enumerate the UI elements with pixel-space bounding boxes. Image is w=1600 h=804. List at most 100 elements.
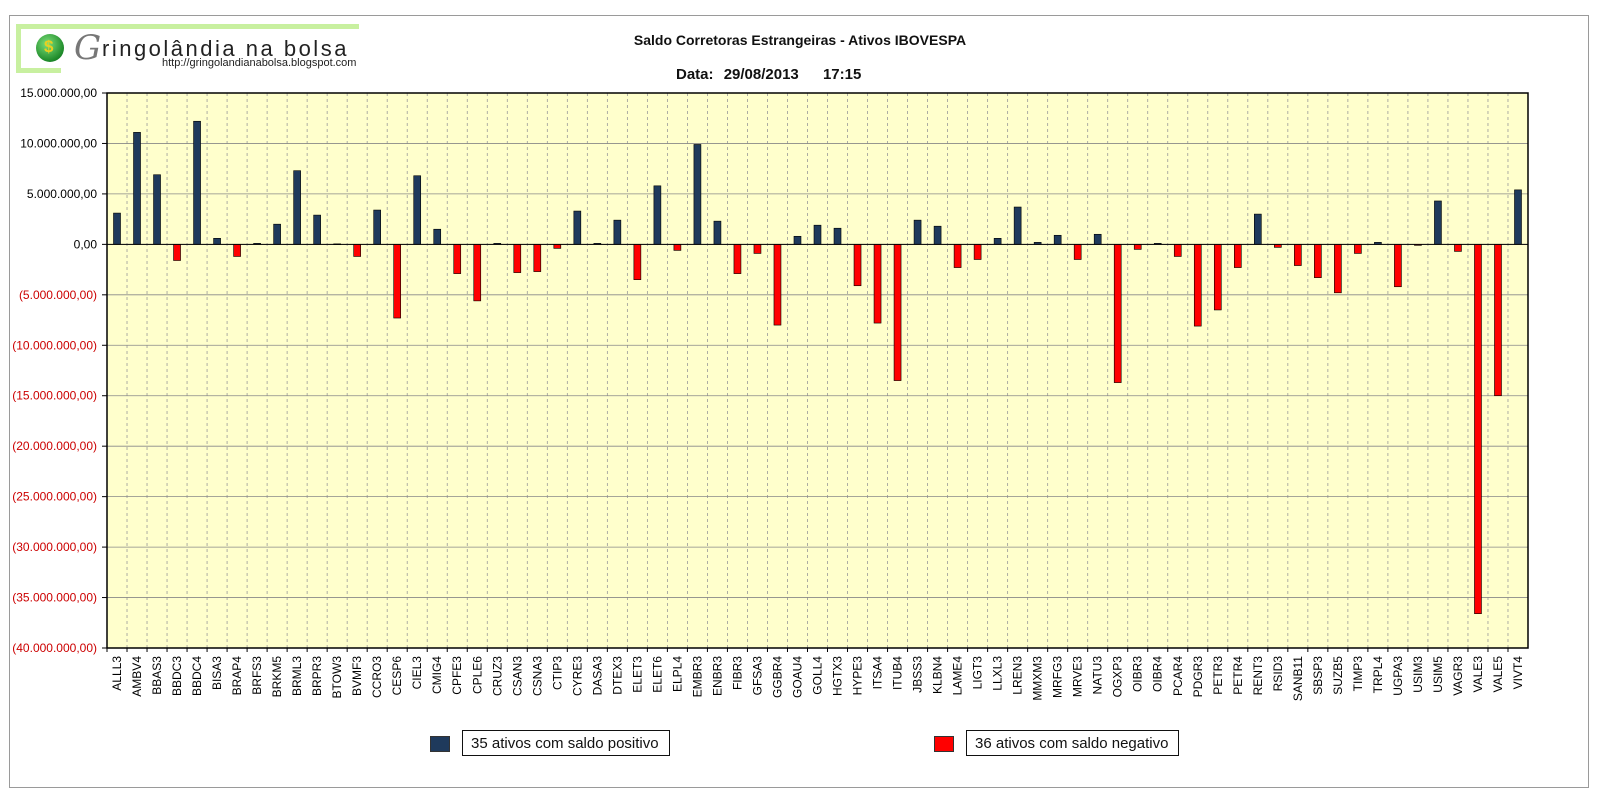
x-tick-label: GGBR4 — [770, 656, 784, 698]
bar-timp3 — [1354, 244, 1362, 254]
y-tick-label: (35.000.000,00) — [12, 591, 97, 605]
bar-itub4 — [893, 244, 902, 381]
x-tick-label: PETR4 — [1231, 656, 1245, 695]
bar-brap4 — [233, 244, 241, 257]
x-tick-label: PDGR3 — [1191, 656, 1205, 698]
legend-negative-swatch — [934, 736, 954, 752]
x-tick-label: BVMF3 — [350, 656, 364, 696]
chart-title: Saldo Corretoras Estrangeiras - Ativos I… — [633, 32, 967, 48]
bar-mrve3 — [1073, 244, 1082, 260]
y-tick-label: (15.000.000,00) — [12, 389, 97, 403]
bar-cmig4 — [433, 228, 442, 245]
bar-ambv4 — [133, 132, 141, 245]
bar-suzb5 — [1334, 244, 1342, 294]
logo-initial: G — [74, 28, 102, 68]
bar-usim5 — [1434, 200, 1442, 245]
bar-ccro3 — [373, 209, 381, 245]
x-tick-label: CSAN3 — [510, 656, 524, 696]
bar-llxl3 — [993, 238, 1002, 245]
bar-cple6 — [473, 244, 482, 302]
legend-positive-swatch — [430, 736, 450, 752]
date-label: Data: — [676, 66, 714, 83]
x-tick-label: LREN3 — [1011, 656, 1025, 695]
x-tick-label: NATU3 — [1091, 656, 1105, 695]
y-tick-label: (5.000.000,00) — [19, 288, 97, 302]
bar-bbdc3 — [173, 244, 181, 261]
bar-hype3 — [853, 244, 862, 287]
x-tick-label: PCAR4 — [1171, 656, 1185, 696]
bar-gfsa3 — [753, 244, 762, 254]
x-tick-label: VIVT4 — [1511, 656, 1525, 690]
bar-elet6 — [653, 185, 662, 245]
bar-cpfe3 — [453, 244, 462, 274]
bar-enbr3 — [713, 220, 722, 245]
bar-itsa4 — [873, 244, 882, 324]
x-tick-label: GOAU4 — [790, 656, 804, 698]
x-tick-label: ITUB4 — [891, 656, 905, 690]
x-tick-label: BBDC4 — [190, 656, 204, 696]
y-tick-label: (20.000.000,00) — [12, 439, 97, 453]
x-tick-label: KLBN4 — [931, 656, 945, 694]
plot-border — [106, 92, 1529, 649]
x-tick-label: BISA3 — [210, 656, 224, 690]
x-tick-label: RSID3 — [1271, 656, 1285, 692]
bar-dtex3 — [613, 219, 622, 245]
x-tick-label: ELET6 — [650, 656, 664, 693]
x-tick-label: MMXM3 — [1031, 656, 1045, 701]
bar-fibr3 — [733, 244, 742, 274]
x-tick-label: ITSA4 — [871, 656, 885, 690]
legend-positive-label: 35 ativos com saldo positivo — [462, 730, 670, 756]
x-tick-label: MRVE3 — [1071, 656, 1085, 697]
x-tick-label: USIM3 — [1411, 656, 1425, 693]
x-tick-label: CYRE3 — [570, 656, 584, 696]
bar-pdgr3 — [1193, 244, 1202, 327]
x-tick-label: CPFE3 — [450, 656, 464, 695]
x-tick-label: MRFG3 — [1051, 656, 1065, 698]
bar-pcar4 — [1173, 244, 1182, 257]
x-tick-label: EMBR3 — [690, 656, 704, 698]
plot-area — [107, 93, 1528, 648]
bar-alll3 — [113, 212, 121, 245]
logo-bar-bottom — [16, 68, 61, 73]
bar-ggbr4 — [773, 244, 782, 326]
bar-cesp6 — [393, 244, 402, 319]
x-tick-label: TIMP3 — [1351, 656, 1365, 692]
x-tick-label: RENT3 — [1251, 656, 1265, 696]
x-tick-label: CTIP3 — [550, 656, 564, 690]
bar-ligt3 — [973, 244, 982, 260]
bar-petr4 — [1233, 244, 1242, 268]
x-tick-label: ELET3 — [630, 656, 644, 693]
x-tick-label: DASA3 — [590, 656, 604, 696]
x-tick-label: CSNA3 — [530, 656, 544, 696]
bar-jbss3 — [913, 219, 922, 245]
bar-elet3 — [633, 244, 642, 280]
x-tick-label: BBAS3 — [150, 656, 164, 695]
x-tick-label: OGXP3 — [1111, 656, 1125, 698]
x-tick-label: CIEL3 — [410, 656, 424, 690]
bar-sanb11 — [1294, 244, 1302, 266]
bar-rent3 — [1254, 213, 1262, 245]
logo-url[interactable]: http://gringolandianabolsa.blogspot.com — [162, 57, 357, 69]
bar-vale5 — [1494, 244, 1502, 397]
x-tick-label: ENBR3 — [710, 656, 724, 696]
bar-elpl4 — [673, 244, 682, 251]
bar-bisa3 — [213, 238, 221, 245]
y-tick-label: (40.000.000,00) — [12, 641, 97, 655]
bar-vale3 — [1474, 244, 1482, 614]
bar-ciel3 — [413, 175, 422, 245]
x-tick-label: OIBR3 — [1131, 656, 1145, 692]
date-value: 29/08/2013 — [723, 66, 799, 83]
x-tick-label: CPLE6 — [470, 656, 484, 694]
logo[interactable]: $ G ringolândia na bolsa http://gringola… — [16, 24, 359, 73]
x-tick-label: SUZB5 — [1331, 656, 1345, 695]
x-tick-label: ELPL4 — [670, 656, 684, 692]
bar-bbas3 — [153, 174, 161, 245]
legend-negative-label: 36 ativos com saldo negativo — [966, 730, 1180, 756]
bar-goll4 — [813, 224, 822, 245]
bar-bvmf3 — [353, 244, 361, 257]
x-tick-label: VALE5 — [1491, 656, 1505, 693]
bar-vagr3 — [1454, 244, 1462, 252]
bar-lame4 — [953, 244, 962, 268]
x-tick-label: BRPR3 — [310, 656, 324, 696]
